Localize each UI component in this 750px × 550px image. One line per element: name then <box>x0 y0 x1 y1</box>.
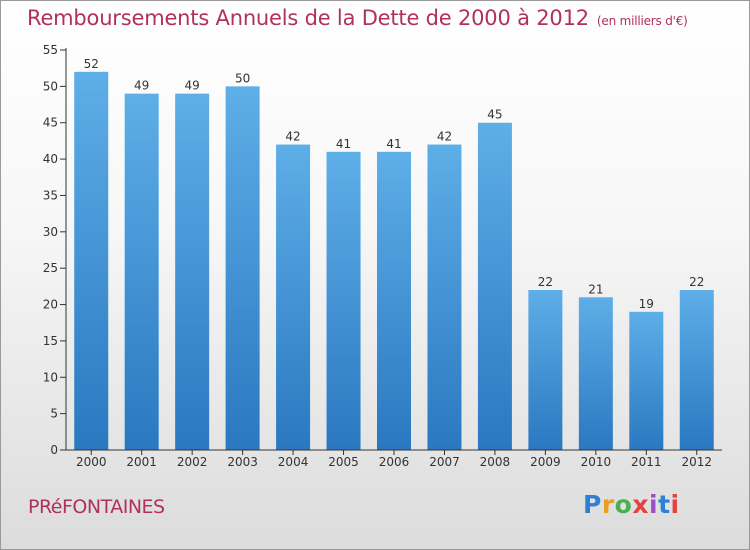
logo-letter: r <box>601 490 615 519</box>
x-tick-label: 2002 <box>177 455 208 469</box>
logo-letter: P <box>583 490 602 519</box>
bar <box>477 122 512 451</box>
bar <box>225 86 260 450</box>
bar-value-label: 42 <box>285 130 300 144</box>
bar-value-label: 45 <box>487 108 502 122</box>
x-tick-label: 2011 <box>631 455 662 469</box>
x-tick-label: 2008 <box>480 455 511 469</box>
y-tick-label: 35 <box>43 188 58 202</box>
y-tick-label: 0 <box>50 443 58 457</box>
x-tick-label: 2005 <box>328 455 359 469</box>
bar-value-label: 22 <box>538 275 553 289</box>
bar <box>679 290 714 450</box>
logo-letter: x <box>632 490 649 519</box>
bar-value-label: 42 <box>437 130 452 144</box>
y-tick-label: 45 <box>43 116 58 130</box>
x-tick-label: 2001 <box>126 455 157 469</box>
logo-letter: i <box>649 490 659 519</box>
bar <box>427 144 462 450</box>
bar <box>74 71 109 451</box>
y-tick-label: 5 <box>50 407 58 421</box>
y-tick-label: 15 <box>43 334 58 348</box>
x-tick-label: 2012 <box>681 455 712 469</box>
bar-value-label: 49 <box>134 79 149 93</box>
y-tick-label: 55 <box>43 43 58 57</box>
bar <box>326 151 361 450</box>
bar-value-label: 50 <box>235 71 250 85</box>
commune-name: PRéFONTAINES <box>28 496 165 518</box>
bar <box>528 290 563 450</box>
y-tick-label: 50 <box>43 79 58 93</box>
y-tick-label: 25 <box>43 261 58 275</box>
chart-title: Remboursements Annuels de la Dette de 20… <box>27 6 688 30</box>
logo-letter: o <box>614 490 633 519</box>
logo-letter: i <box>670 490 680 519</box>
chart-title-text: Remboursements Annuels de la Dette de 20… <box>27 6 589 30</box>
x-tick-label: 2004 <box>278 455 309 469</box>
x-tick-label: 2010 <box>581 455 612 469</box>
bar-value-label: 49 <box>185 79 200 93</box>
bar <box>578 297 613 450</box>
chart-unit: (en milliers d'€) <box>596 14 688 28</box>
y-tick-label: 40 <box>43 152 58 166</box>
logo-letter: t <box>658 490 671 519</box>
bar-value-label: 22 <box>689 275 704 289</box>
x-tick-label: 2000 <box>76 455 107 469</box>
bar-value-label: 41 <box>386 137 401 151</box>
bar-value-label: 21 <box>588 282 603 296</box>
bar-value-label: 41 <box>336 137 351 151</box>
proxiti-logo: Proxiti <box>583 490 680 519</box>
y-tick-label: 30 <box>43 225 58 239</box>
x-tick-label: 2003 <box>227 455 258 469</box>
x-tick-label: 2009 <box>530 455 561 469</box>
bar <box>124 93 159 451</box>
y-tick-label: 10 <box>43 370 58 384</box>
y-tick-label: 20 <box>43 298 58 312</box>
x-tick-label: 2006 <box>379 455 410 469</box>
bar-value-label: 19 <box>639 297 654 311</box>
bar-value-label: 52 <box>84 57 99 71</box>
x-tick-label: 2007 <box>429 455 460 469</box>
bar <box>276 144 311 450</box>
bar <box>377 151 411 450</box>
bar <box>175 93 210 451</box>
bar <box>629 311 664 450</box>
